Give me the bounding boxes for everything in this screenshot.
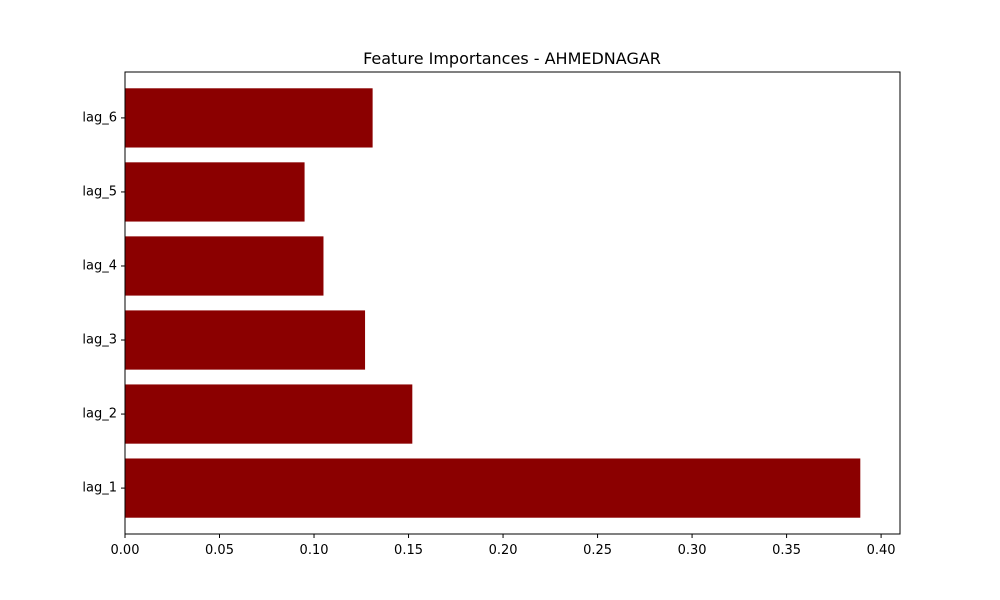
y-tick-label: lag_2	[82, 407, 117, 422]
x-tick-label: 0.20	[489, 543, 518, 558]
bar-lag_4	[125, 236, 324, 296]
x-tick-label: 0.10	[300, 543, 329, 558]
y-tick-label: lag_1	[82, 481, 117, 496]
plot-frame	[124, 71, 901, 535]
bar-lag_3	[125, 310, 366, 370]
y-tick-label: lag_4	[82, 258, 117, 273]
y-tick-label: lag_3	[82, 333, 117, 348]
bar-lag_5	[125, 162, 305, 222]
x-tick-label: 0.00	[111, 543, 140, 558]
bars-layer	[125, 88, 861, 518]
y-tick-label: lag_5	[82, 184, 117, 199]
x-tick-label: 0.30	[678, 543, 707, 558]
x-tick-label: 0.35	[772, 543, 801, 558]
y-tick-label: lag_6	[82, 110, 117, 125]
x-tick-label: 0.25	[583, 543, 612, 558]
bar-lag_1	[125, 458, 861, 518]
x-axis: 0.00 0.05 0.10 0.15 0.20 0.25 0.30 0.35 0.40	[111, 534, 896, 558]
y-axis: lag_1 lag_2 lag_3 lag_4 lag_5 lag_6	[82, 110, 125, 496]
chart-title: Feature Importances - AHMEDNAGAR	[363, 49, 661, 68]
x-tick-label: 0.40	[867, 543, 896, 558]
bar-lag_2	[125, 384, 413, 444]
x-tick-label: 0.15	[394, 543, 423, 558]
x-tick-label: 0.05	[205, 543, 234, 558]
bar-lag_6	[125, 88, 373, 148]
